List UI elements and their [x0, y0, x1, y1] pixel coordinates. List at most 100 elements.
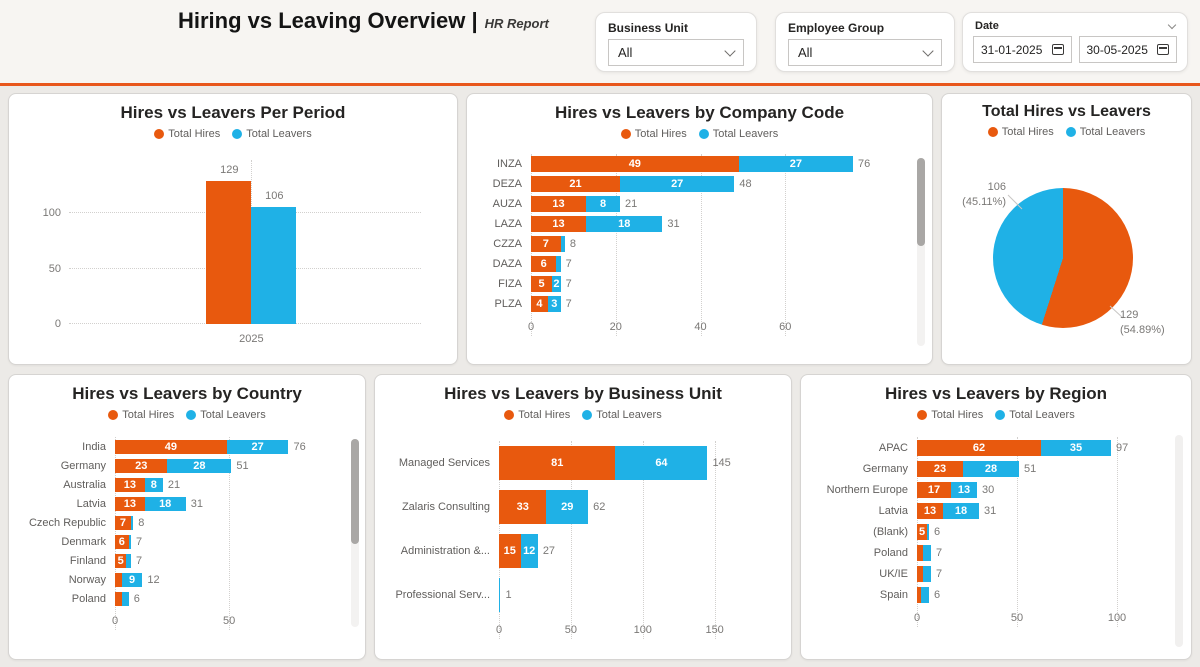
bar-segment-hires[interactable]: 49 [115, 439, 227, 454]
bar-row: DEZA 21 27 48 [475, 174, 908, 194]
segment-value-label: 49 [164, 440, 178, 453]
legend-item-hires[interactable]: Total Hires [987, 126, 1054, 138]
scrollbar-track[interactable] [917, 158, 925, 346]
date-start-input[interactable]: 31-01-2025 [973, 36, 1072, 63]
bar-segment-leavers[interactable]: 28 [167, 458, 232, 473]
bar-segment-hires[interactable]: 13 [115, 496, 145, 511]
legend-item-hires[interactable]: Total Hires [154, 128, 220, 140]
bar-value-label: 129 [220, 164, 239, 177]
bar-segment-hires[interactable] [115, 572, 122, 587]
bar-segment-leavers[interactable] [923, 565, 931, 582]
bar-segment-leavers[interactable]: 28 [963, 460, 1019, 477]
bar-segment-leavers[interactable]: 29 [546, 490, 589, 524]
bar-segment-leavers[interactable] [499, 578, 501, 612]
bar-segment-leavers[interactable]: 18 [943, 502, 979, 519]
bar-segment-leavers[interactable] [121, 591, 129, 606]
legend-item-leavers[interactable]: Total Leavers [232, 128, 312, 140]
legend-item-leavers[interactable]: Total Leavers [1065, 126, 1145, 138]
bar-segment-leavers[interactable] [130, 515, 134, 530]
bar-segment-leavers[interactable]: 13 [950, 481, 977, 498]
bar-Poland: 6 [115, 591, 309, 606]
bar-segment-leavers[interactable] [556, 256, 561, 272]
bar-segment-hires[interactable]: 13 [917, 502, 943, 519]
x-tick-label: 0 [913, 612, 921, 624]
bar-segment-leavers[interactable]: 2 [552, 276, 561, 292]
bar-segment-leavers[interactable] [126, 553, 131, 568]
bar-segment-leavers[interactable] [923, 544, 931, 561]
bar-segment-leavers[interactable]: 3 [547, 296, 561, 312]
legend-hires-label: Total Hires [634, 128, 687, 140]
bar-segment-hires[interactable]: 6 [115, 534, 129, 549]
bar-segment-hires[interactable]: 17 [917, 481, 951, 498]
bar-row: India 49 27 76 [13, 437, 343, 456]
bar-segment-hires[interactable]: 5 [917, 523, 927, 540]
bar-segment-hires[interactable] [917, 586, 921, 603]
bar-segment-hires[interactable] [917, 544, 923, 561]
legend-item-hires[interactable]: Total Hires [620, 128, 687, 140]
pie-chart[interactable] [993, 188, 1133, 328]
bar-segment-leavers[interactable]: 27 [738, 156, 854, 172]
legend-item-leavers[interactable]: Total Leavers [186, 409, 266, 421]
bar-segment-leavers[interactable]: 35 [1041, 439, 1111, 456]
bar-segment-hires[interactable]: 6 [531, 256, 557, 272]
bar-segment-hires[interactable]: 13 [115, 477, 145, 492]
bar-segment-leavers[interactable]: 8 [144, 477, 163, 492]
legend-item-leavers[interactable]: Total Leavers [995, 409, 1075, 421]
report-title-wrap: Hiring vs Leaving Overview | HR Report [178, 8, 549, 34]
legend-item-hires[interactable]: Total Hires [108, 409, 174, 421]
scrollbar-thumb[interactable] [351, 439, 359, 545]
calendar-icon[interactable] [1051, 44, 1064, 55]
column-bar-leavers[interactable] [251, 206, 297, 324]
bar-segment-leavers[interactable]: 18 [586, 216, 663, 232]
bar-segment-hires[interactable]: 7 [531, 236, 561, 252]
bar-segment-leavers[interactable]: 64 [615, 446, 708, 480]
bar-segment-hires[interactable]: 49 [531, 156, 739, 172]
pie-callout-leavers-pct: (45.11%) [962, 195, 1006, 208]
bar-segment-hires[interactable]: 15 [499, 534, 521, 568]
bar-segment-leavers[interactable] [128, 534, 131, 549]
segment-value-label: 21 [569, 178, 582, 190]
chart-title: Hires vs Leavers by Company Code [554, 103, 845, 122]
bar-segment-hires[interactable]: 5 [115, 553, 127, 568]
bar-segment-leavers[interactable]: 18 [144, 496, 186, 511]
bar-segment-hires[interactable]: 23 [917, 460, 963, 477]
legend-item-hires[interactable]: Total Hires [917, 409, 983, 421]
bar-segment-hires[interactable]: 7 [115, 515, 131, 530]
employee-group-dropdown[interactable]: All [788, 39, 942, 66]
bar-segment-leavers[interactable]: 27 [619, 176, 735, 192]
bar-segment-leavers[interactable] [921, 586, 929, 603]
bar-segment-hires[interactable]: 23 [115, 458, 168, 473]
bar-Administration &...: 15 12 27 [499, 534, 729, 568]
bar-total-label: 21 [624, 198, 638, 210]
scrollbar-track[interactable] [351, 439, 359, 627]
legend-item-hires[interactable]: Total Hires [504, 409, 570, 421]
bar-segment-hires[interactable] [917, 565, 923, 582]
business-unit-dropdown[interactable]: All [608, 39, 744, 66]
legend-item-leavers[interactable]: Total Leavers [698, 128, 778, 140]
bar-segment-leavers[interactable]: 27 [226, 439, 289, 454]
bar-segment-hires[interactable]: 5 [531, 276, 553, 292]
y-tick-label: 50 [48, 262, 61, 275]
chart-legend: Total Hires Total Leavers [942, 126, 1191, 138]
legend-item-leavers[interactable]: Total Leavers [582, 409, 662, 421]
bar-segment-leavers[interactable]: 8 [586, 196, 620, 212]
category-label: FIZA [498, 278, 522, 290]
bar-segment-hires[interactable]: 33 [499, 490, 547, 524]
scrollbar-track[interactable] [1175, 435, 1183, 647]
bar-segment-leavers[interactable]: 12 [520, 534, 538, 568]
bar-segment-hires[interactable]: 13 [531, 216, 587, 232]
bar-segment-leavers[interactable] [927, 523, 929, 540]
bar-segment-leavers[interactable]: 9 [121, 572, 143, 587]
bar-segment-hires[interactable]: 13 [531, 196, 587, 212]
scrollbar-thumb[interactable] [917, 158, 925, 247]
date-end-input[interactable]: 30-05-2025 [1078, 36, 1177, 63]
column-bar-hires[interactable] [206, 181, 252, 324]
bar-segment-hires[interactable]: 4 [531, 296, 548, 312]
bar-segment-hires[interactable]: 81 [499, 446, 616, 480]
bar-segment-hires[interactable] [115, 591, 122, 606]
bar-segment-hires[interactable]: 21 [531, 176, 620, 192]
bar-segment-leavers[interactable] [560, 236, 565, 252]
bar-total-label: 51 [1024, 462, 1037, 475]
calendar-icon[interactable] [1157, 44, 1169, 55]
bar-segment-hires[interactable]: 62 [917, 439, 1041, 456]
